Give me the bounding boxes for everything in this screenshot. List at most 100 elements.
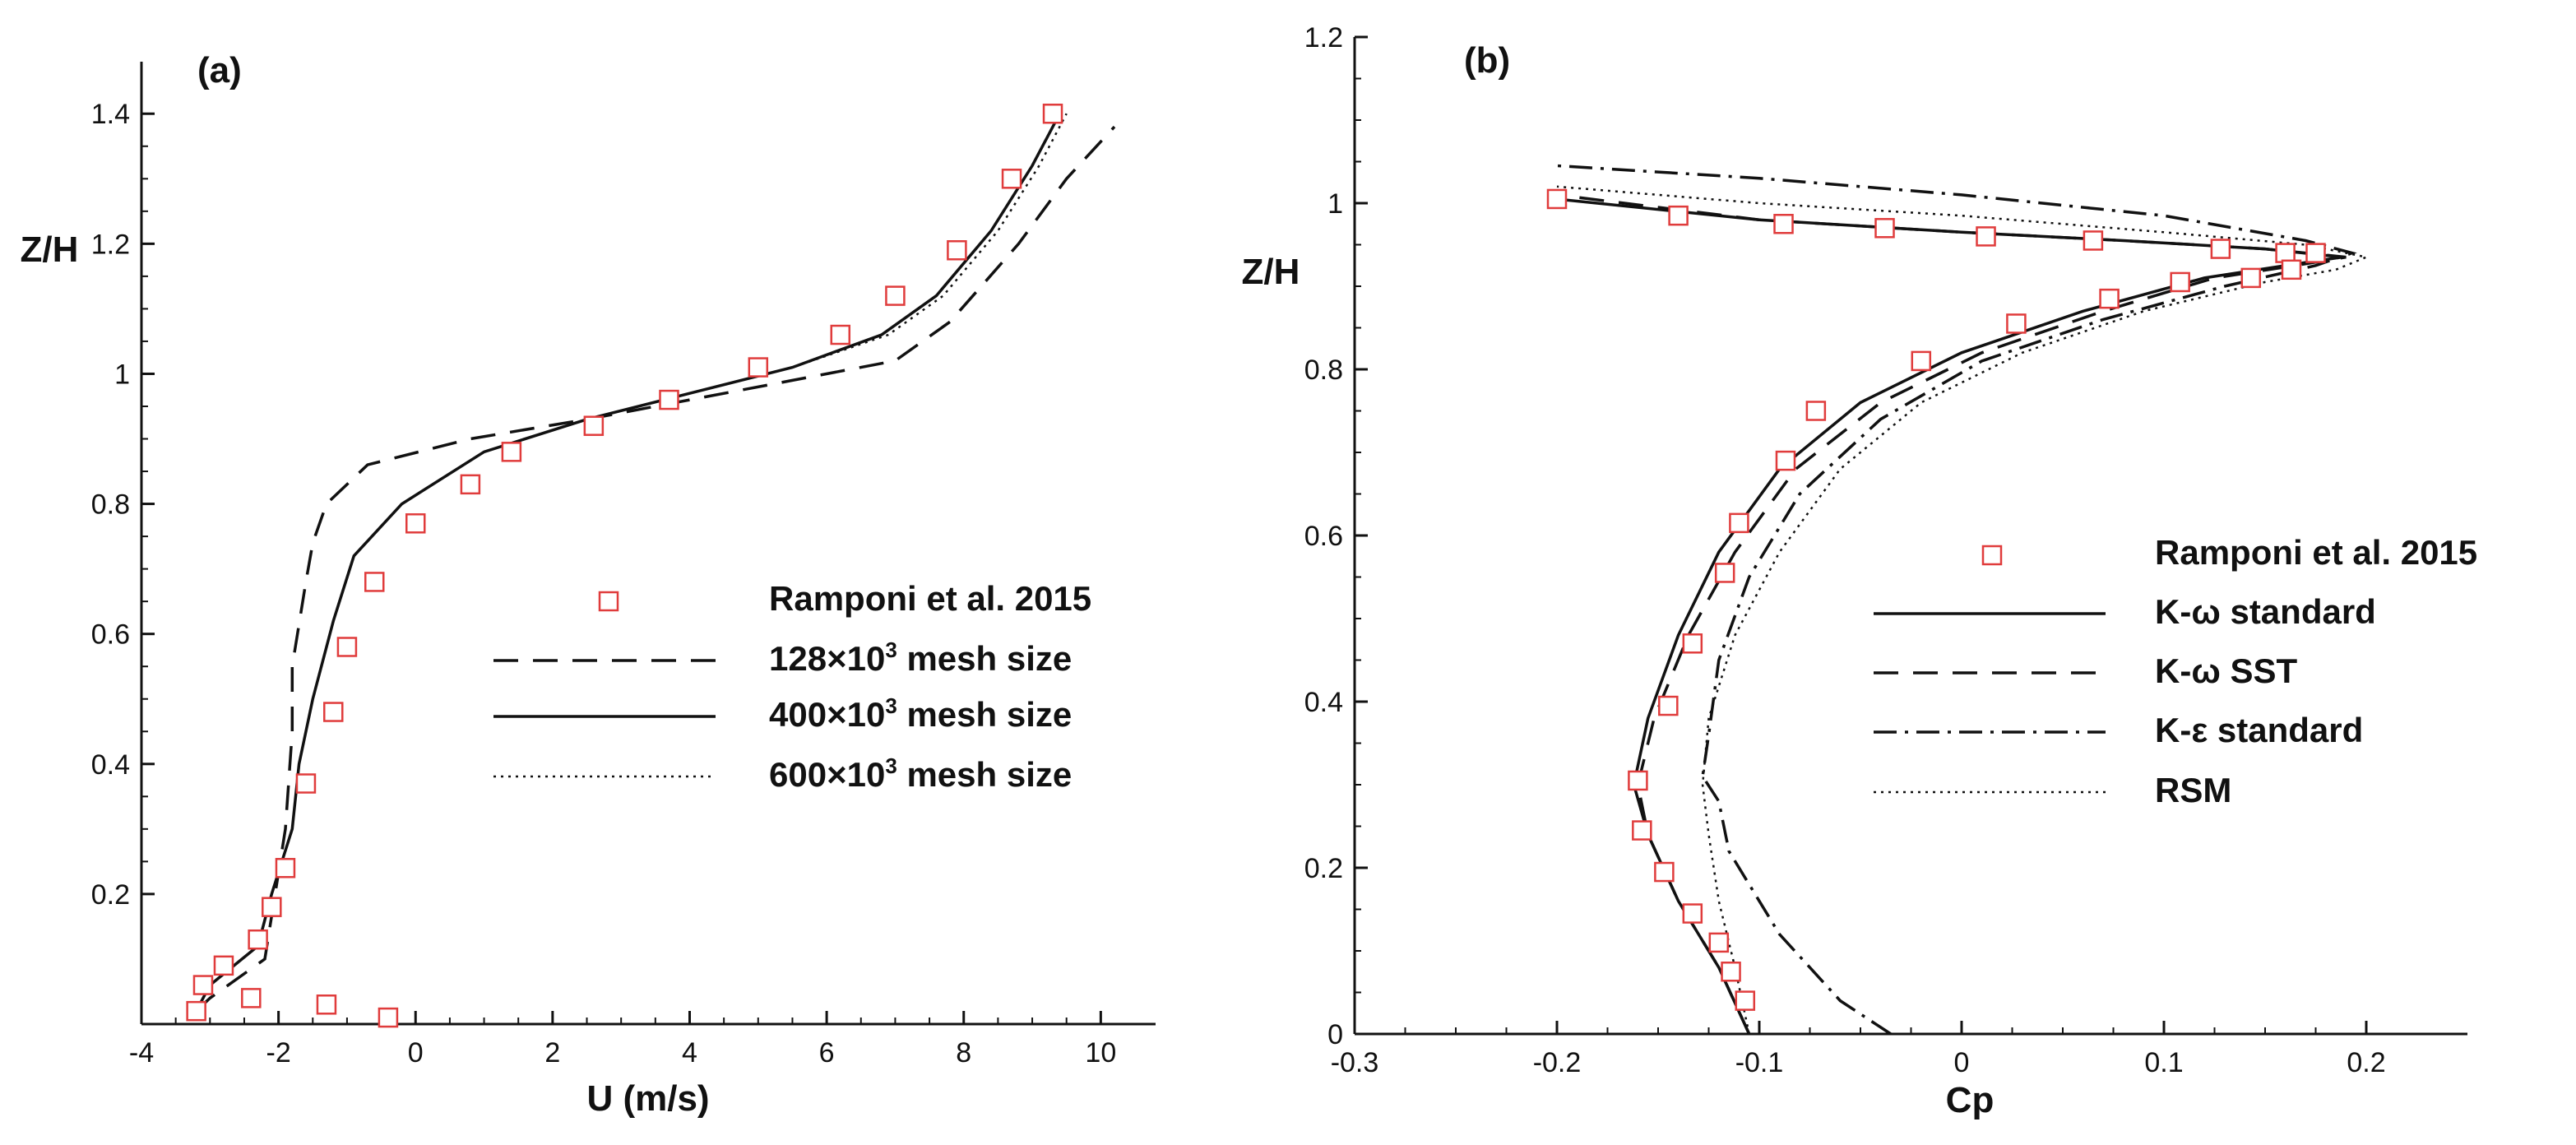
- chart-0-marker-point: [248, 929, 268, 950]
- chart-1-marker-point: [1654, 861, 1675, 883]
- chart-1-marker-point: [2083, 230, 2104, 251]
- chart-0-series-line-2: [195, 113, 1068, 1012]
- chart-1-y-tick-label: 1.2: [1304, 22, 1343, 53]
- chart-0-marker-point: [316, 994, 337, 1015]
- chart-0-marker-point: [947, 240, 967, 261]
- chart-1-marker-point: [2305, 243, 2326, 263]
- chart-0-marker-point: [405, 513, 426, 534]
- chart-1-marker-point: [2210, 239, 2231, 259]
- chart-1-marker-point: [1735, 990, 1756, 1011]
- chart-1-y-tick-label: 1: [1327, 188, 1343, 220]
- chart-0-marker-point: [192, 975, 214, 995]
- chart-1-marker-point: [2006, 313, 2027, 334]
- chart-0-marker-point: [275, 858, 296, 878]
- chart-1-marker-point: [2240, 267, 2262, 289]
- chart-1-x-tick-label: 0.1: [2144, 1047, 2183, 1078]
- chart-0-x-tick-label: 8: [956, 1037, 971, 1069]
- chart-1-y-axis-title: Z/H: [1242, 252, 1300, 292]
- chart-0-marker-point: [659, 389, 679, 410]
- chart-1-x-axis-title: Cp: [1946, 1080, 1995, 1120]
- chart-0-y-tick-label: 1: [114, 359, 130, 390]
- chart-1-marker-point: [2170, 271, 2190, 293]
- chart-0-marker-point: [186, 1000, 206, 1022]
- chart-0-marker-point: [213, 955, 234, 976]
- chart-0-marker-point: [830, 324, 851, 345]
- chart-1-legend-label: Ramponi et al. 2015: [2155, 533, 2477, 572]
- chart-0-legend-label: 600×103 mesh size: [769, 753, 1072, 794]
- chart-0-legend-marker-swatch: [598, 591, 619, 612]
- chart-1-y-tick-label: 0.2: [1304, 853, 1343, 884]
- chart-1-series-line-2: [1556, 164, 2357, 1036]
- chart-0-x-tick-label: 10: [1085, 1037, 1116, 1069]
- chart-0-y-tick-label: 0.8: [91, 489, 130, 521]
- chart-0-series-line-1: [195, 113, 1061, 1013]
- chart-0-x-tick-label: 2: [544, 1037, 560, 1069]
- chart-0-x-tick-label: 0: [408, 1037, 424, 1069]
- chart-1-marker-point: [1708, 932, 1730, 953]
- chart-1-legend-marker-swatch: [1981, 545, 2003, 566]
- panel-a-chart: -4 -2 0 2 4 6 8 10 0.2 0.4 0.6 0.8 1 1.2 1.4 U (m/s) Z/H…: [21, 50, 1156, 1119]
- chart-0-x-tick-label: 4: [682, 1037, 697, 1069]
- chart-1-marker-point: [2275, 243, 2296, 263]
- chart-1-marker-point: [1658, 695, 1679, 716]
- chart-0-marker-point: [460, 474, 481, 495]
- panel-b-chart: -0.3 -0.2 -0.1 0 0.1 0.2 0 0.2 0.4 0.6 0.8 1 1.2 Cp Z/…: [1242, 22, 2478, 1120]
- chart-1-marker-point: [1976, 226, 1996, 247]
- chart-0-y-tick-label: 0.6: [91, 619, 130, 651]
- chart-0-marker-point: [1042, 103, 1063, 124]
- chart-1-marker-point: [2099, 288, 2120, 309]
- chart-0-marker-point: [1001, 169, 1022, 189]
- chart-1-marker-point: [1668, 205, 1689, 226]
- chart-1-marker-point: [1628, 770, 1648, 791]
- chart-0-y-axis-title: Z/H: [21, 229, 79, 270]
- chart-0-marker-point: [364, 572, 385, 592]
- chart-1-x-tick-label: -0.2: [1533, 1047, 1582, 1078]
- chart-0-marker-point: [336, 637, 358, 657]
- chart-0-y-tick-label: 1.2: [91, 229, 130, 260]
- chart-0-marker-point: [748, 357, 769, 378]
- chart-1-legend-label: K-ω SST: [2155, 651, 2297, 690]
- chart-1-marker-point: [1773, 214, 1794, 234]
- chart-1-marker-point: [1775, 450, 1796, 471]
- chart-1-panel-label: (b): [1464, 40, 1510, 81]
- chart-0-marker-point: [262, 897, 282, 917]
- chart-0-x-tick-label: -4: [129, 1037, 154, 1069]
- chart-0-marker-point: [295, 773, 317, 794]
- chart-1-y-tick-label: 0.8: [1304, 355, 1343, 386]
- chart-1-marker-point: [1714, 563, 1735, 583]
- chart-0-x-tick-label: 6: [819, 1037, 835, 1069]
- chart-0-marker-point: [501, 442, 522, 462]
- chart-1-x-tick-label: -0.3: [1331, 1047, 1379, 1078]
- chart-1-y-tick-label: 0.4: [1304, 687, 1343, 718]
- chart-1-marker-point: [1911, 350, 1932, 372]
- chart-0-marker-point: [583, 415, 605, 436]
- chart-1-legend-label: K-ε standard: [2155, 711, 2363, 749]
- chart-1-marker-point: [1632, 820, 1652, 841]
- chart-1-marker-point: [1546, 188, 1568, 210]
- chart-0-legend-label: 400×103 mesh size: [769, 693, 1072, 734]
- chart-0-y-tick-label: 0.2: [91, 879, 130, 911]
- chart-1-marker-point: [1682, 633, 1703, 654]
- chart-1-marker-point: [1805, 401, 1827, 421]
- chart-0-marker-point: [323, 702, 344, 722]
- chart-1-legend-label: RSM: [2155, 771, 2231, 809]
- chart-0-y-tick-label: 0.4: [91, 749, 130, 781]
- chart-1-y-tick-label: 0.6: [1304, 521, 1343, 552]
- chart-0-marker-point: [885, 285, 906, 306]
- chart-0-x-tick-label: -2: [266, 1037, 291, 1069]
- chart-1-series-line-1: [1556, 193, 2347, 1035]
- chart-0-marker-point: [378, 1007, 399, 1028]
- chart-1-x-tick-label: 0.2: [2347, 1047, 2385, 1078]
- chart-0-legend-label: 128×103 mesh size: [769, 637, 1072, 678]
- chart-0-series-line-0: [195, 125, 1116, 1013]
- chart-1-legend-label: K-ω standard: [2155, 592, 2376, 631]
- chart-0-legend-label: Ramponi et al. 2015: [769, 579, 1091, 618]
- chart-0-x-axis-title: U (m/s): [586, 1078, 709, 1119]
- chart-1-marker-point: [1721, 962, 1741, 982]
- chart-1-x-tick-label: -0.1: [1735, 1047, 1784, 1078]
- chart-0-panel-label: (a): [197, 50, 242, 90]
- chart-1-marker-point: [1682, 903, 1703, 924]
- chart-0-marker-point: [241, 988, 262, 1008]
- chart-1-marker-point: [1729, 512, 1749, 534]
